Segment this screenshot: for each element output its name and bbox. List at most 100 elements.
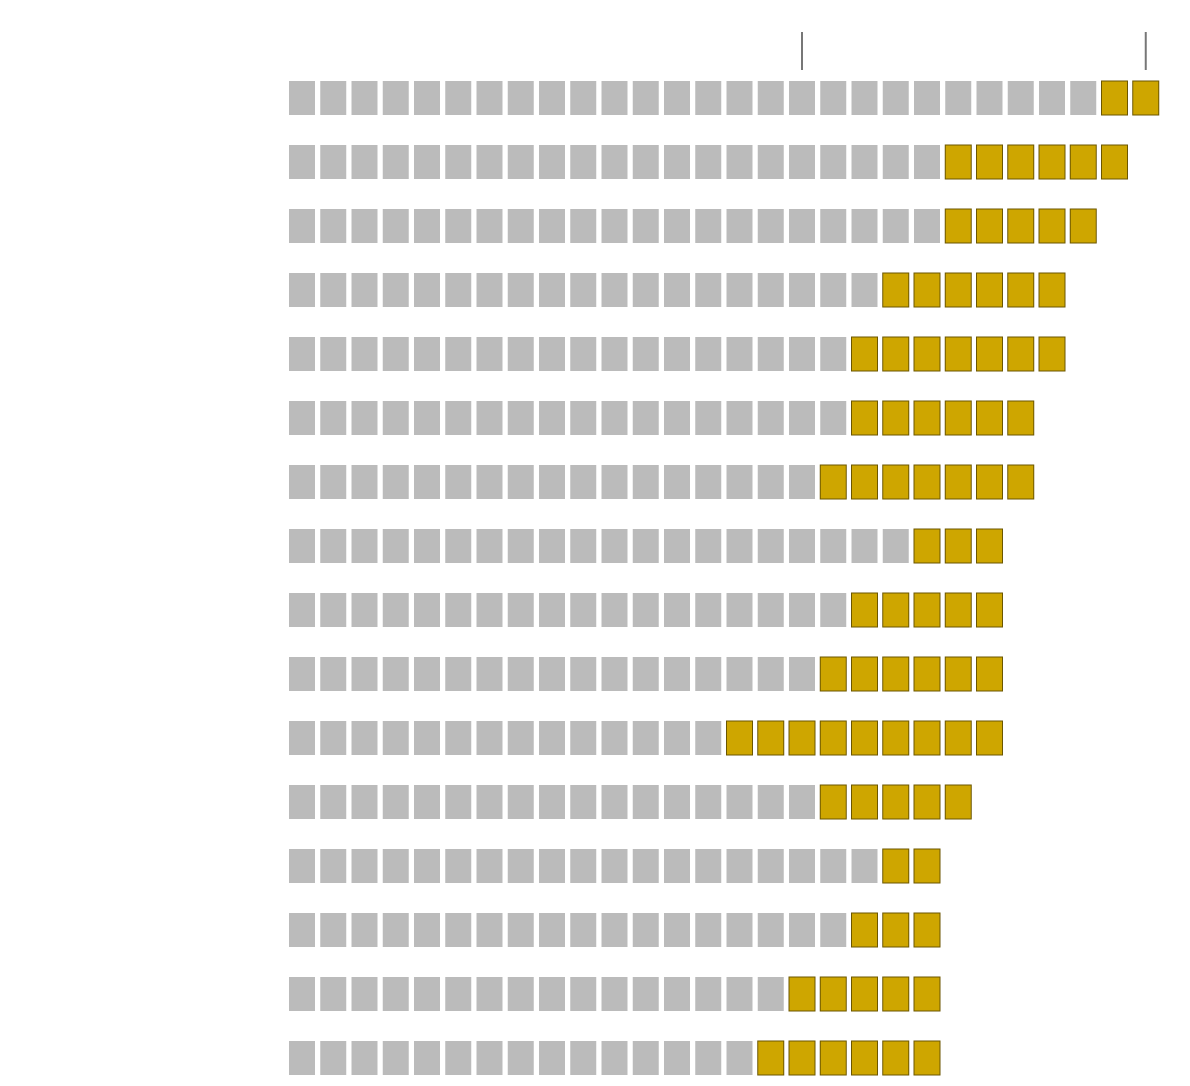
gray-cell bbox=[664, 337, 690, 371]
highlight-cell bbox=[1038, 144, 1066, 180]
highlight-cell bbox=[726, 720, 753, 756]
highlight-cell bbox=[1038, 336, 1066, 372]
gray-cell bbox=[914, 209, 940, 243]
gray-cell bbox=[757, 657, 784, 691]
gray-cell bbox=[507, 81, 534, 115]
gray-cell bbox=[445, 145, 472, 179]
gray-cell bbox=[695, 657, 722, 691]
gray-cell bbox=[289, 81, 315, 115]
gray-cell bbox=[726, 337, 753, 371]
gray-cell bbox=[539, 593, 565, 627]
gray-cell bbox=[476, 273, 503, 307]
gray-cell bbox=[351, 209, 378, 243]
highlight-cell bbox=[913, 528, 941, 564]
highlight-cell bbox=[1101, 80, 1128, 116]
gray-cell bbox=[570, 849, 597, 883]
highlight-cell bbox=[913, 464, 941, 500]
highlight-cell bbox=[1038, 272, 1066, 308]
highlight-cell bbox=[819, 464, 847, 500]
gray-cell bbox=[851, 849, 878, 883]
gray-cell bbox=[445, 273, 472, 307]
highlight-cell bbox=[882, 720, 910, 756]
gray-cell bbox=[351, 913, 378, 947]
waffle-row-15 bbox=[289, 976, 941, 1012]
highlight-cell bbox=[882, 912, 910, 948]
gray-cell bbox=[476, 337, 503, 371]
gray-cell bbox=[351, 593, 378, 627]
highlight-cell bbox=[819, 656, 847, 692]
highlight-cell bbox=[913, 784, 941, 820]
highlight-cell bbox=[819, 720, 847, 756]
gray-cell bbox=[289, 273, 315, 307]
gray-cell bbox=[539, 273, 565, 307]
gray-cell bbox=[476, 913, 503, 947]
gray-cell bbox=[726, 785, 753, 819]
gray-cell bbox=[476, 849, 503, 883]
highlight-cell bbox=[1007, 272, 1035, 308]
gray-cell bbox=[320, 977, 347, 1011]
gray-cell bbox=[320, 401, 347, 435]
gray-cell bbox=[726, 1041, 753, 1075]
gray-cell bbox=[820, 273, 847, 307]
gray-cell bbox=[414, 529, 440, 563]
highlight-cell bbox=[882, 336, 910, 372]
gray-cell bbox=[414, 977, 440, 1011]
gray-cell bbox=[601, 145, 628, 179]
gray-cell bbox=[539, 849, 565, 883]
gray-cell bbox=[601, 913, 628, 947]
gray-cell bbox=[601, 977, 628, 1011]
waffle-row-4 bbox=[289, 272, 1066, 308]
gray-cell bbox=[539, 145, 565, 179]
gray-cell bbox=[632, 465, 659, 499]
gray-cell bbox=[320, 145, 347, 179]
waffle-row-7 bbox=[289, 464, 1035, 500]
gray-cell bbox=[539, 465, 565, 499]
gray-cell bbox=[632, 849, 659, 883]
gray-cell bbox=[570, 721, 597, 755]
gray-cell bbox=[789, 209, 815, 243]
gray-cell bbox=[726, 465, 753, 499]
gray-cell bbox=[382, 657, 409, 691]
highlight-cell bbox=[882, 848, 910, 884]
gray-cell bbox=[445, 209, 472, 243]
gray-cell bbox=[289, 465, 315, 499]
gray-cell bbox=[414, 593, 440, 627]
highlight-cell bbox=[851, 464, 878, 500]
gray-cell bbox=[414, 657, 440, 691]
gray-cell bbox=[507, 721, 534, 755]
gray-cell bbox=[507, 273, 534, 307]
gray-cell bbox=[664, 209, 690, 243]
gray-cell bbox=[820, 529, 847, 563]
waffle-row-6 bbox=[289, 400, 1035, 436]
gray-cell bbox=[445, 337, 472, 371]
gray-cell bbox=[601, 401, 628, 435]
gray-cell bbox=[507, 1041, 534, 1075]
gray-cell bbox=[382, 273, 409, 307]
gray-cell bbox=[851, 273, 878, 307]
gray-cell bbox=[695, 465, 722, 499]
highlight-cell bbox=[913, 848, 941, 884]
gray-cell bbox=[351, 977, 378, 1011]
gray-cell bbox=[789, 337, 815, 371]
gray-cell bbox=[882, 529, 909, 563]
gray-cell bbox=[914, 145, 940, 179]
gray-cell bbox=[289, 209, 315, 243]
gray-cell bbox=[914, 81, 940, 115]
highlight-cell bbox=[882, 464, 910, 500]
gray-cell bbox=[382, 209, 409, 243]
waffle-row-2 bbox=[289, 144, 1128, 180]
gray-cell bbox=[539, 977, 565, 1011]
gray-cell bbox=[632, 401, 659, 435]
gray-cell bbox=[632, 209, 659, 243]
gray-cell bbox=[976, 81, 1003, 115]
highlight-cell bbox=[976, 592, 1003, 628]
gray-cell bbox=[539, 785, 565, 819]
gray-cell bbox=[601, 273, 628, 307]
gray-cell bbox=[632, 273, 659, 307]
gray-cell bbox=[664, 785, 690, 819]
gray-cell bbox=[476, 785, 503, 819]
gray-cell bbox=[382, 913, 409, 947]
gray-cell bbox=[570, 465, 597, 499]
gray-cell bbox=[757, 977, 784, 1011]
